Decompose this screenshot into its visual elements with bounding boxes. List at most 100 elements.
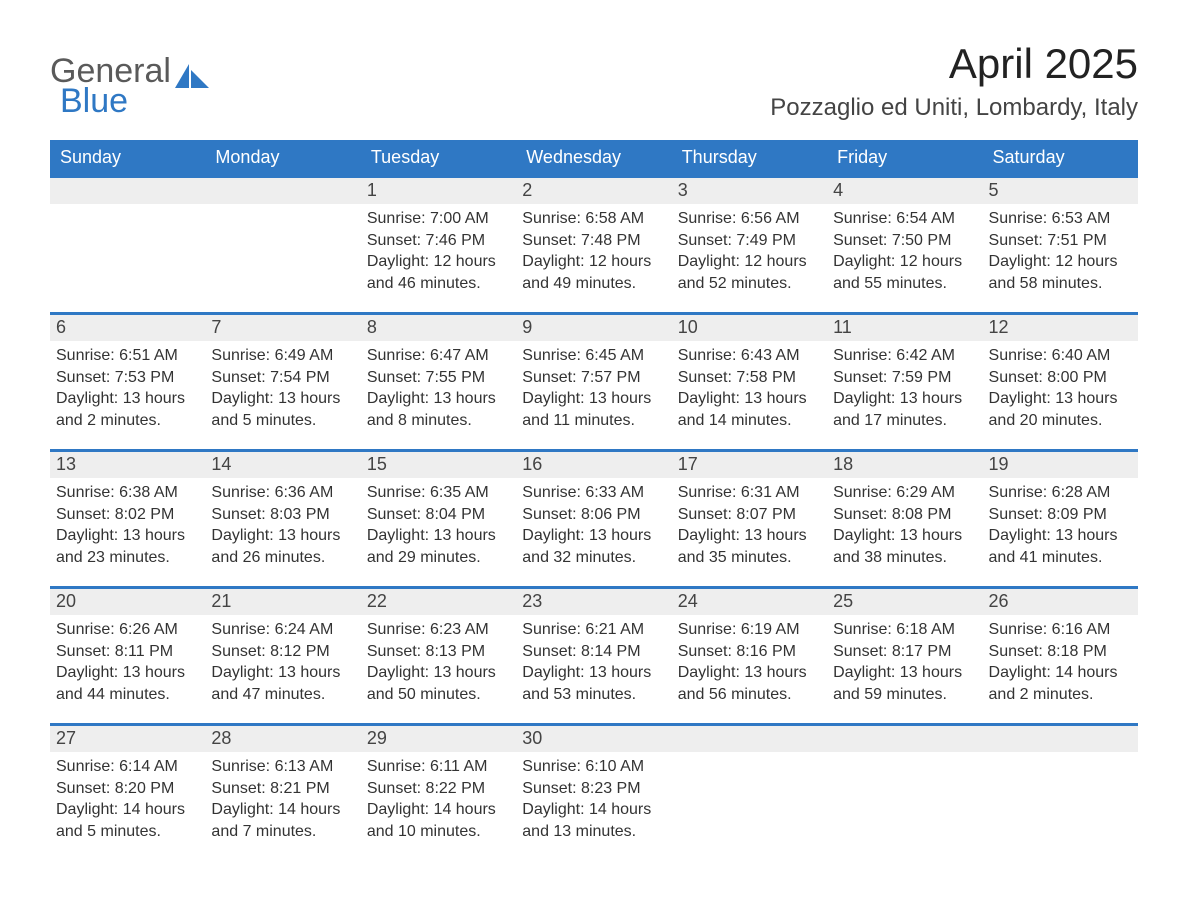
day-number: 16 <box>516 452 671 478</box>
day-cell: 25Sunrise: 6:18 AMSunset: 8:17 PMDayligh… <box>827 589 982 715</box>
day-number: 29 <box>361 726 516 752</box>
day-number: 10 <box>672 315 827 341</box>
day-cell: 13Sunrise: 6:38 AMSunset: 8:02 PMDayligh… <box>50 452 205 578</box>
day-body: Sunrise: 7:00 AMSunset: 7:46 PMDaylight:… <box>361 204 516 298</box>
day-number: 11 <box>827 315 982 341</box>
day-sunrise: Sunrise: 6:31 AM <box>678 482 821 504</box>
day-cell: 21Sunrise: 6:24 AMSunset: 8:12 PMDayligh… <box>205 589 360 715</box>
day-sunrise: Sunrise: 6:58 AM <box>522 208 665 230</box>
day-daylight2: and 17 minutes. <box>833 410 976 432</box>
day-daylight1: Daylight: 13 hours <box>833 662 976 684</box>
day-sunrise: Sunrise: 6:13 AM <box>211 756 354 778</box>
week-row: 6Sunrise: 6:51 AMSunset: 7:53 PMDaylight… <box>50 312 1138 441</box>
calendar: SundayMondayTuesdayWednesdayThursdayFrid… <box>50 140 1138 852</box>
day-daylight2: and 14 minutes. <box>678 410 821 432</box>
day-daylight2: and 20 minutes. <box>989 410 1132 432</box>
day-daylight1: Daylight: 14 hours <box>522 799 665 821</box>
day-daylight1: Daylight: 14 hours <box>989 662 1132 684</box>
day-cell: 16Sunrise: 6:33 AMSunset: 8:06 PMDayligh… <box>516 452 671 578</box>
day-number: 9 <box>516 315 671 341</box>
day-daylight1: Daylight: 13 hours <box>56 388 199 410</box>
day-sunset: Sunset: 7:49 PM <box>678 230 821 252</box>
week-row: 20Sunrise: 6:26 AMSunset: 8:11 PMDayligh… <box>50 586 1138 715</box>
day-number: 28 <box>205 726 360 752</box>
day-sunrise: Sunrise: 6:26 AM <box>56 619 199 641</box>
day-sunset: Sunset: 8:13 PM <box>367 641 510 663</box>
day-daylight1: Daylight: 13 hours <box>56 662 199 684</box>
day-daylight2: and 5 minutes. <box>56 821 199 843</box>
day-number: 17 <box>672 452 827 478</box>
week-row: 1Sunrise: 7:00 AMSunset: 7:46 PMDaylight… <box>50 175 1138 304</box>
day-cell: 20Sunrise: 6:26 AMSunset: 8:11 PMDayligh… <box>50 589 205 715</box>
day-daylight2: and 2 minutes. <box>56 410 199 432</box>
day-cell: 30Sunrise: 6:10 AMSunset: 8:23 PMDayligh… <box>516 726 671 852</box>
day-body: Sunrise: 6:10 AMSunset: 8:23 PMDaylight:… <box>516 752 671 846</box>
day-body: Sunrise: 6:42 AMSunset: 7:59 PMDaylight:… <box>827 341 982 435</box>
weekday-header: Wednesday <box>516 140 671 175</box>
day-sunrise: Sunrise: 6:45 AM <box>522 345 665 367</box>
calendar-page: General Blue April 2025 Pozzaglio ed Uni… <box>0 0 1188 890</box>
day-daylight1: Daylight: 12 hours <box>522 251 665 273</box>
day-body: Sunrise: 6:38 AMSunset: 8:02 PMDaylight:… <box>50 478 205 572</box>
day-sunset: Sunset: 8:17 PM <box>833 641 976 663</box>
day-daylight1: Daylight: 13 hours <box>678 662 821 684</box>
day-body <box>205 204 360 212</box>
week-row: 27Sunrise: 6:14 AMSunset: 8:20 PMDayligh… <box>50 723 1138 852</box>
day-number: 14 <box>205 452 360 478</box>
day-daylight1: Daylight: 13 hours <box>522 662 665 684</box>
day-body: Sunrise: 6:26 AMSunset: 8:11 PMDaylight:… <box>50 615 205 709</box>
day-number: 18 <box>827 452 982 478</box>
day-cell: 28Sunrise: 6:13 AMSunset: 8:21 PMDayligh… <box>205 726 360 852</box>
title-block: April 2025 Pozzaglio ed Uniti, Lombardy,… <box>770 40 1138 122</box>
week-row: 13Sunrise: 6:38 AMSunset: 8:02 PMDayligh… <box>50 449 1138 578</box>
day-sunset: Sunset: 8:22 PM <box>367 778 510 800</box>
day-number: 25 <box>827 589 982 615</box>
day-sunset: Sunset: 7:51 PM <box>989 230 1132 252</box>
day-sunrise: Sunrise: 6:14 AM <box>56 756 199 778</box>
day-sunset: Sunset: 7:59 PM <box>833 367 976 389</box>
day-sunrise: Sunrise: 6:33 AM <box>522 482 665 504</box>
day-number <box>50 178 205 204</box>
weekday-header: Saturday <box>983 140 1138 175</box>
day-cell: 27Sunrise: 6:14 AMSunset: 8:20 PMDayligh… <box>50 726 205 852</box>
day-cell: 5Sunrise: 6:53 AMSunset: 7:51 PMDaylight… <box>983 178 1138 304</box>
day-daylight2: and 53 minutes. <box>522 684 665 706</box>
day-sunrise: Sunrise: 6:21 AM <box>522 619 665 641</box>
day-daylight2: and 7 minutes. <box>211 821 354 843</box>
day-daylight1: Daylight: 14 hours <box>211 799 354 821</box>
day-body: Sunrise: 6:35 AMSunset: 8:04 PMDaylight:… <box>361 478 516 572</box>
day-body: Sunrise: 6:21 AMSunset: 8:14 PMDaylight:… <box>516 615 671 709</box>
day-daylight2: and 10 minutes. <box>367 821 510 843</box>
day-body: Sunrise: 6:47 AMSunset: 7:55 PMDaylight:… <box>361 341 516 435</box>
day-body: Sunrise: 6:49 AMSunset: 7:54 PMDaylight:… <box>205 341 360 435</box>
day-number: 23 <box>516 589 671 615</box>
day-sunrise: Sunrise: 6:42 AM <box>833 345 976 367</box>
day-number <box>672 726 827 752</box>
day-sunset: Sunset: 8:09 PM <box>989 504 1132 526</box>
day-daylight2: and 8 minutes. <box>367 410 510 432</box>
day-cell: 8Sunrise: 6:47 AMSunset: 7:55 PMDaylight… <box>361 315 516 441</box>
day-daylight1: Daylight: 13 hours <box>367 388 510 410</box>
day-daylight1: Daylight: 13 hours <box>833 525 976 547</box>
day-daylight2: and 50 minutes. <box>367 684 510 706</box>
day-cell: 26Sunrise: 6:16 AMSunset: 8:18 PMDayligh… <box>983 589 1138 715</box>
day-sunset: Sunset: 8:08 PM <box>833 504 976 526</box>
top-row: General Blue April 2025 Pozzaglio ed Uni… <box>50 40 1138 122</box>
day-sunrise: Sunrise: 6:19 AM <box>678 619 821 641</box>
day-number: 4 <box>827 178 982 204</box>
day-sunset: Sunset: 7:48 PM <box>522 230 665 252</box>
day-number: 5 <box>983 178 1138 204</box>
day-daylight1: Daylight: 13 hours <box>678 525 821 547</box>
day-cell: 19Sunrise: 6:28 AMSunset: 8:09 PMDayligh… <box>983 452 1138 578</box>
day-daylight1: Daylight: 13 hours <box>989 525 1132 547</box>
day-sunset: Sunset: 7:53 PM <box>56 367 199 389</box>
day-daylight2: and 26 minutes. <box>211 547 354 569</box>
day-number: 13 <box>50 452 205 478</box>
day-cell: 22Sunrise: 6:23 AMSunset: 8:13 PMDayligh… <box>361 589 516 715</box>
day-body: Sunrise: 6:36 AMSunset: 8:03 PMDaylight:… <box>205 478 360 572</box>
day-sunrise: Sunrise: 6:43 AM <box>678 345 821 367</box>
weekday-header: Monday <box>205 140 360 175</box>
day-sunrise: Sunrise: 6:49 AM <box>211 345 354 367</box>
day-daylight1: Daylight: 13 hours <box>367 662 510 684</box>
day-number: 19 <box>983 452 1138 478</box>
